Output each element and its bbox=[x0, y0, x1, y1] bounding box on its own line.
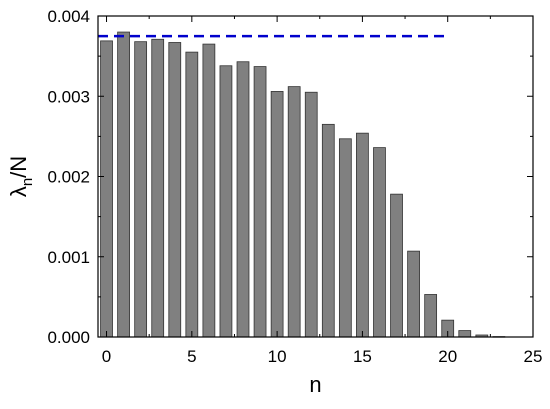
bar-n-6 bbox=[202, 43, 216, 338]
y-axis-title: λn/N bbox=[6, 156, 36, 197]
bar-n-8 bbox=[236, 61, 250, 338]
y-tick-label: 0.002 bbox=[47, 168, 90, 187]
x-axis-title: n bbox=[309, 372, 321, 397]
y-axis-title-sub: n bbox=[19, 178, 36, 186]
bar-n-11 bbox=[287, 86, 301, 338]
bar-n-17 bbox=[390, 193, 403, 338]
bar-n-21 bbox=[458, 330, 472, 338]
bar-n-10 bbox=[270, 91, 284, 338]
x-tick-label: 10 bbox=[268, 347, 287, 366]
bar-n-14 bbox=[338, 138, 352, 338]
y-axis-title-main: λ bbox=[6, 186, 31, 197]
x-tick-label: 15 bbox=[353, 347, 372, 366]
y-tick-label: 0.001 bbox=[47, 248, 90, 267]
bar-n-7 bbox=[219, 65, 233, 338]
y-axis-title-tail: /N bbox=[6, 156, 31, 178]
x-tick-label: 25 bbox=[524, 347, 543, 366]
bar-n-19 bbox=[424, 294, 438, 338]
x-tick-label: 0 bbox=[102, 347, 111, 366]
x-tick-label: 5 bbox=[187, 347, 196, 366]
bar-n-13 bbox=[321, 123, 335, 338]
bar-n-2 bbox=[134, 41, 148, 338]
bar-n-16 bbox=[373, 147, 386, 338]
bars bbox=[100, 31, 506, 338]
bar-n-4 bbox=[168, 42, 182, 338]
bar-n-3 bbox=[151, 38, 165, 338]
y-tick-label: 0.000 bbox=[47, 328, 90, 347]
bar-n-0 bbox=[100, 40, 113, 338]
tick-labels: 0 5 10 15 20 25 0.000 0.001 0.002 0.003 0.004 bbox=[47, 7, 542, 366]
ticks bbox=[98, 15, 534, 338]
y-tick-label: 0.003 bbox=[47, 87, 90, 106]
y-tick-label: 0.004 bbox=[47, 7, 90, 26]
x-tick-label: 20 bbox=[438, 347, 457, 366]
bar-n-9 bbox=[253, 66, 267, 338]
bar-n-5 bbox=[185, 51, 199, 338]
bar-n-18 bbox=[407, 250, 420, 338]
bar-n-15 bbox=[356, 132, 369, 338]
bar-n-1 bbox=[117, 31, 130, 338]
bar-n-12 bbox=[304, 91, 318, 338]
